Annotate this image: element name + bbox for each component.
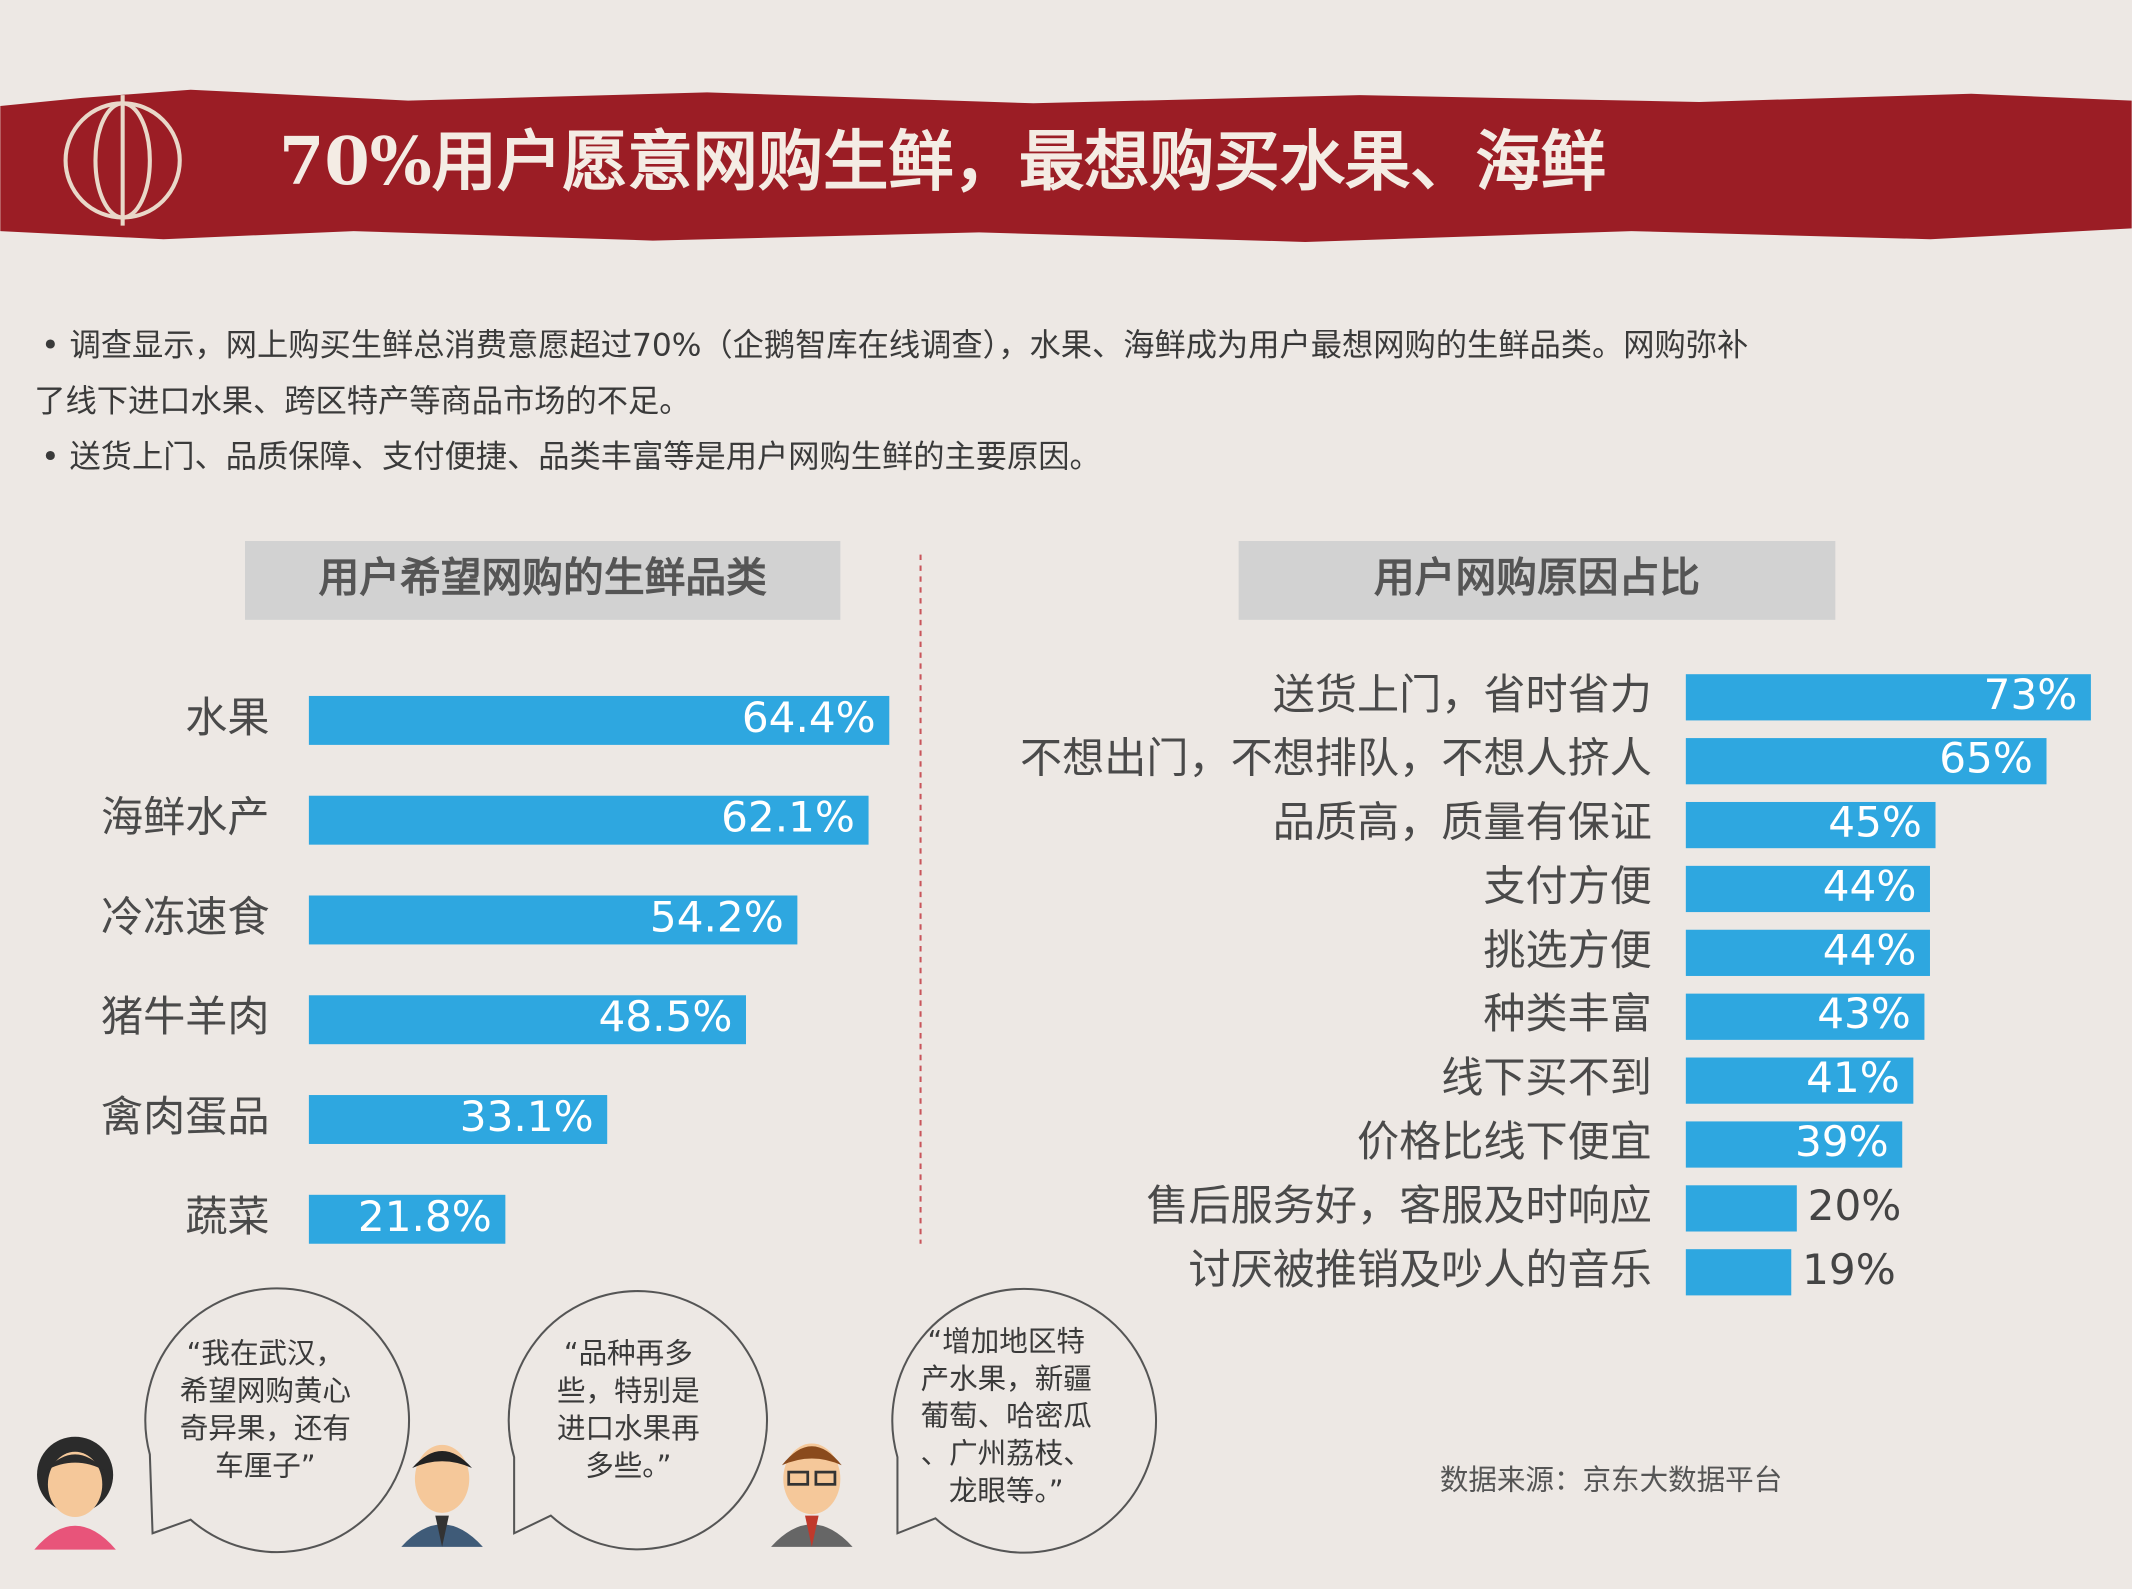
bar xyxy=(1685,674,2091,721)
category-label: 售后服务好，客服及时响应 xyxy=(1146,1181,1652,1230)
value-label: 21.8% xyxy=(358,1192,492,1241)
value-label: 44% xyxy=(1823,861,1917,910)
value-label: 64.4% xyxy=(742,693,876,742)
quote-line: 希望网购黄心 xyxy=(180,1375,351,1408)
category-label: 水果 xyxy=(185,693,269,742)
category-label: 种类丰富 xyxy=(1483,989,1652,1038)
value-label: 20% xyxy=(1808,1181,1902,1230)
bar xyxy=(308,695,890,745)
page-title: 70%用户愿意网购生鲜，最想购买水果、海鲜 xyxy=(279,124,1606,200)
chart-title-box xyxy=(1238,540,1836,620)
bar xyxy=(308,1194,506,1244)
quote-line: 车厘子” xyxy=(215,1449,315,1482)
category-label: 蔬菜 xyxy=(185,1192,269,1241)
bar xyxy=(1685,1057,1914,1104)
speech-bubble xyxy=(144,1287,411,1554)
category-label: 不想出门，不想排队，不想人挤人 xyxy=(1020,734,1652,783)
quote-line: “我在武汉， xyxy=(187,1337,344,1370)
category-label: 支付方便 xyxy=(1483,861,1652,910)
bullet-line: • 调查显示，网上购买生鲜总消费意愿超过70%（企鹅智库在线调查），水果、海鲜成… xyxy=(41,328,1748,364)
value-label: 62.1% xyxy=(721,793,855,842)
quote-line: “增加地区特 xyxy=(927,1325,1084,1358)
value-label: 48.5% xyxy=(599,992,733,1041)
quote-line: 奇异果，还有 xyxy=(180,1412,351,1445)
category-label: 挑选方便 xyxy=(1483,925,1652,974)
value-label: 41% xyxy=(1806,1053,1900,1102)
value-label: 43% xyxy=(1817,989,1911,1038)
quote-line: 、广州荔枝、 xyxy=(921,1437,1092,1470)
bullet-line: 了线下进口水果、跨区特产等商品市场的不足。 xyxy=(34,383,690,419)
bar xyxy=(1685,801,1936,849)
lantern-ornament xyxy=(63,95,182,226)
bar xyxy=(1685,1121,1903,1168)
value-label: 54.2% xyxy=(650,892,784,941)
category-label: 冷冻速食 xyxy=(101,892,270,941)
value-label: 19% xyxy=(1802,1245,1896,1294)
category-label: 猪牛羊肉 xyxy=(101,992,270,1041)
bar xyxy=(308,795,869,845)
quote-line: 龙眼等。” xyxy=(949,1474,1064,1507)
speech-bubble xyxy=(891,1287,1158,1554)
value-label: 33.1% xyxy=(460,1092,594,1141)
chart-title-box xyxy=(244,540,841,620)
avatar xyxy=(771,1443,853,1547)
bar xyxy=(1685,993,1925,1040)
quote-line: “品种再多 xyxy=(564,1337,693,1370)
quote-bubbles xyxy=(144,1287,1158,1554)
value-label: 39% xyxy=(1795,1117,1889,1166)
quote-line: 些，特别是 xyxy=(557,1375,700,1408)
value-label: 73% xyxy=(1984,670,2078,719)
quote-line: 进口水果再 xyxy=(557,1412,700,1445)
avatar xyxy=(401,1444,483,1547)
bar xyxy=(308,1095,608,1144)
value-label: 45% xyxy=(1828,798,1922,847)
avatar xyxy=(34,1436,116,1550)
category-label: 禽肉蛋品 xyxy=(101,1092,270,1141)
category-label: 品质高，质量有保证 xyxy=(1273,798,1652,847)
bullet-line: • 送货上门、品质保障、支付便捷、品类丰富等是用户网购生鲜的主要原因。 xyxy=(41,439,1101,475)
title-banner xyxy=(0,89,2132,242)
chart-title: 用户网购原因占比 xyxy=(1374,553,1700,601)
bar xyxy=(1685,1249,1792,1296)
bar xyxy=(308,895,798,945)
bar xyxy=(1685,1185,1797,1232)
value-label: 65% xyxy=(1939,734,2033,783)
bar xyxy=(1685,929,1930,976)
category-label: 送货上门，省时省力 xyxy=(1273,670,1652,719)
value-label: 44% xyxy=(1823,925,1917,974)
category-label: 价格比线下便宜 xyxy=(1357,1117,1652,1166)
quote-line: 葡萄、哈密瓜 xyxy=(921,1400,1092,1433)
category-label: 线下买不到 xyxy=(1441,1053,1652,1102)
speech-bubble xyxy=(507,1290,769,1551)
category-label: 讨厌被推销及吵人的音乐 xyxy=(1188,1245,1651,1294)
bar xyxy=(308,995,746,1045)
quote-line: 产水果，新疆 xyxy=(921,1362,1092,1395)
bar xyxy=(1685,738,2047,785)
category-label: 海鲜水产 xyxy=(101,793,270,842)
chart-title: 用户希望网购的生鲜品类 xyxy=(318,553,767,601)
source: 数据来源：京东大数据平台 xyxy=(1440,1464,1782,1497)
quote-line: 多些。” xyxy=(585,1449,671,1482)
bar xyxy=(1685,865,1930,913)
